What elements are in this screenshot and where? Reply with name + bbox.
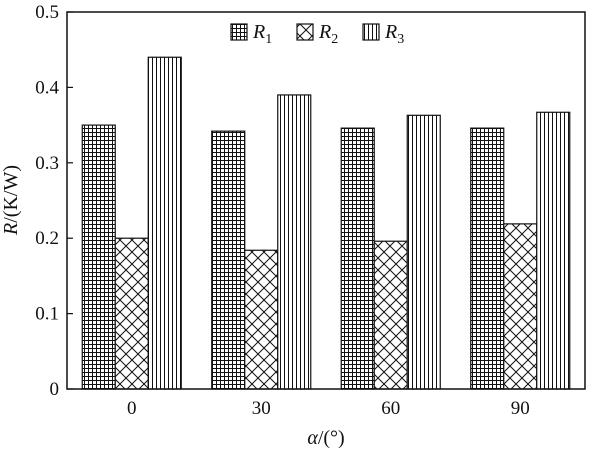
x-axis-title: α/(°): [307, 427, 344, 449]
x-tick-label: 60: [381, 398, 400, 419]
bar-r1-90: [470, 127, 505, 390]
plot-frame: [66, 11, 586, 390]
legend-label-r2: R2: [318, 21, 338, 47]
bar-r1-0: [81, 124, 116, 390]
x-axis-symbol: α: [307, 427, 318, 449]
bar-r2-90: [503, 223, 538, 390]
y-tick-label: 0.4: [35, 77, 59, 98]
x-tick-label: 90: [511, 398, 530, 419]
y-axis-unit: /(K/W): [0, 165, 22, 223]
x-axis-unit: /(°): [318, 427, 345, 449]
y-axis-symbol: R: [0, 223, 22, 236]
legend-label-r1: R1: [252, 21, 272, 47]
y-tick-label: 0: [50, 379, 60, 400]
legend-swatch-r1: [230, 23, 248, 41]
x-tick-label: 30: [252, 398, 271, 419]
bar-r3-0: [147, 56, 182, 390]
x-axis-ticks: 0 30 60 90: [127, 398, 530, 419]
legend-swatch-r3: [362, 23, 380, 41]
y-tick-label: 0.5: [35, 2, 59, 23]
bar-r1-60: [340, 127, 375, 390]
legend: R1 R2 R3: [230, 21, 404, 47]
legend-swatch-r2: [296, 23, 314, 41]
bar-r2-0: [114, 237, 149, 390]
y-axis-title: R/(K/W): [0, 165, 22, 236]
y-tick-label: 0.2: [35, 228, 59, 249]
legend-label-r3: R3: [384, 21, 404, 47]
bar-r2-30: [244, 249, 279, 390]
bar-r3-90: [536, 111, 571, 390]
y-tick-label: 0.1: [35, 304, 59, 325]
y-tick-label: 0.3: [35, 153, 59, 174]
bar-r2-60: [373, 240, 408, 390]
x-tick-label: 0: [127, 398, 137, 419]
bar-r3-60: [406, 114, 441, 390]
bar-r3-30: [277, 94, 312, 390]
bars-layer: [81, 56, 571, 390]
bar-r1-30: [211, 130, 246, 390]
